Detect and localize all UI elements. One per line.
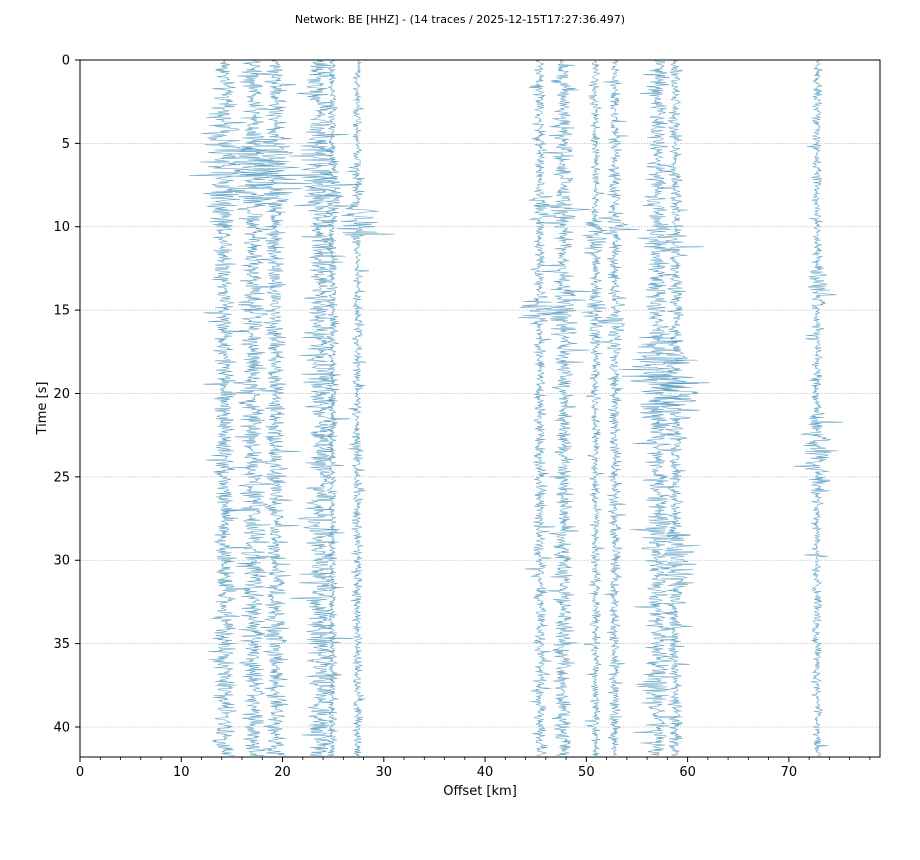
traces-group [188, 59, 843, 756]
x-tick-label: 50 [578, 765, 595, 780]
chart-title: Network: BE [HHZ] - (14 traces / 2025-12… [295, 13, 625, 26]
trace-2 [220, 59, 282, 756]
y-tick-label: 25 [53, 470, 70, 485]
y-tick-label: 20 [53, 387, 70, 402]
trace-5 [317, 59, 362, 756]
y-tick-label: 10 [53, 220, 70, 235]
grid-lines [80, 142, 880, 728]
y-tick-label: 0 [62, 54, 70, 69]
y-tick-label: 15 [53, 304, 70, 319]
trace-3 [244, 59, 313, 756]
x-axis-ticks: 0 10 20 30 40 50 60 70 [76, 757, 871, 780]
y-axis-ticks: 0 5 10 15 20 25 30 35 40 [53, 54, 80, 735]
trace-8 [533, 59, 595, 756]
trace-10 [592, 59, 639, 756]
x-tick-label: 70 [781, 765, 798, 780]
x-tick-label: 30 [376, 765, 393, 780]
trace-7 [518, 59, 569, 756]
y-tick-label: 40 [53, 720, 70, 735]
y-tick-label: 35 [53, 637, 70, 652]
trace-6 [336, 59, 396, 756]
trace-13 [793, 59, 843, 756]
x-tick-label: 10 [173, 765, 190, 780]
y-tick-label: 5 [62, 137, 70, 152]
x-axis-label: Offset [km] [443, 784, 517, 799]
x-tick-label: 0 [76, 765, 84, 780]
x-tick-label: 20 [274, 765, 291, 780]
trace-4 [270, 59, 354, 756]
trace-9 [581, 59, 608, 756]
trace-1 [188, 59, 256, 756]
trace-11 [617, 59, 699, 756]
y-tick-label: 30 [53, 554, 70, 569]
x-tick-label: 40 [477, 765, 494, 780]
x-tick-label: 60 [679, 765, 696, 780]
trace-12 [637, 59, 710, 756]
plot-frame [79, 59, 881, 758]
y-axis-label: Time [s] [35, 382, 50, 436]
